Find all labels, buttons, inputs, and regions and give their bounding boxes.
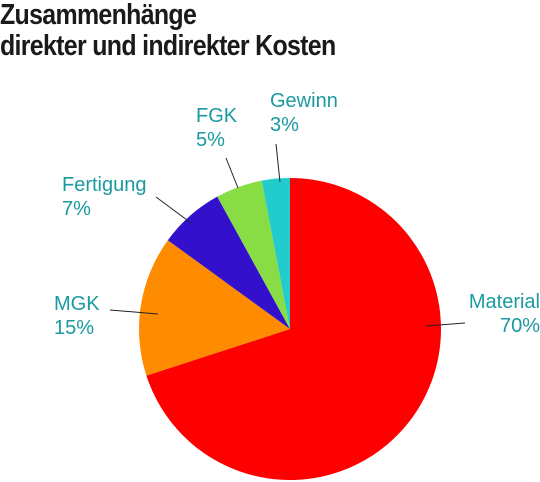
pie-slice-fgk <box>217 180 290 329</box>
leader-line-mgk <box>109 309 159 315</box>
pie-slice-fertigung <box>167 196 290 329</box>
slice-value-mgk: 15% <box>54 317 94 339</box>
slice-value-fertigung: 7% <box>62 198 91 220</box>
pie-slice-mgk <box>139 240 290 376</box>
pie-slice-gewinn <box>261 178 290 329</box>
slice-label-gewinn: Gewinn <box>270 90 338 112</box>
chart-title-line-2: direkter und indirekter Kosten <box>0 30 336 62</box>
pie-slice-material <box>146 178 441 481</box>
slice-label-fertigung: Fertigung <box>62 174 147 196</box>
slice-label-fgk: FGK <box>196 105 238 127</box>
slice-value-gewinn: 3% <box>270 114 299 136</box>
slice-value-material: 70% <box>500 315 540 337</box>
leader-line-fgk <box>225 157 239 189</box>
leader-line-material <box>425 322 466 327</box>
leader-line-fertigung <box>155 196 192 224</box>
slice-value-fgk: 5% <box>196 129 225 151</box>
chart-title: Zusammenhänge direkter und indirekter Ko… <box>0 0 336 62</box>
chart-title-line-1: Zusammenhänge <box>0 0 197 31</box>
leader-line-gewinn <box>275 143 281 183</box>
slice-label-material: Material <box>469 291 540 313</box>
slice-label-mgk: MGK <box>54 293 100 315</box>
